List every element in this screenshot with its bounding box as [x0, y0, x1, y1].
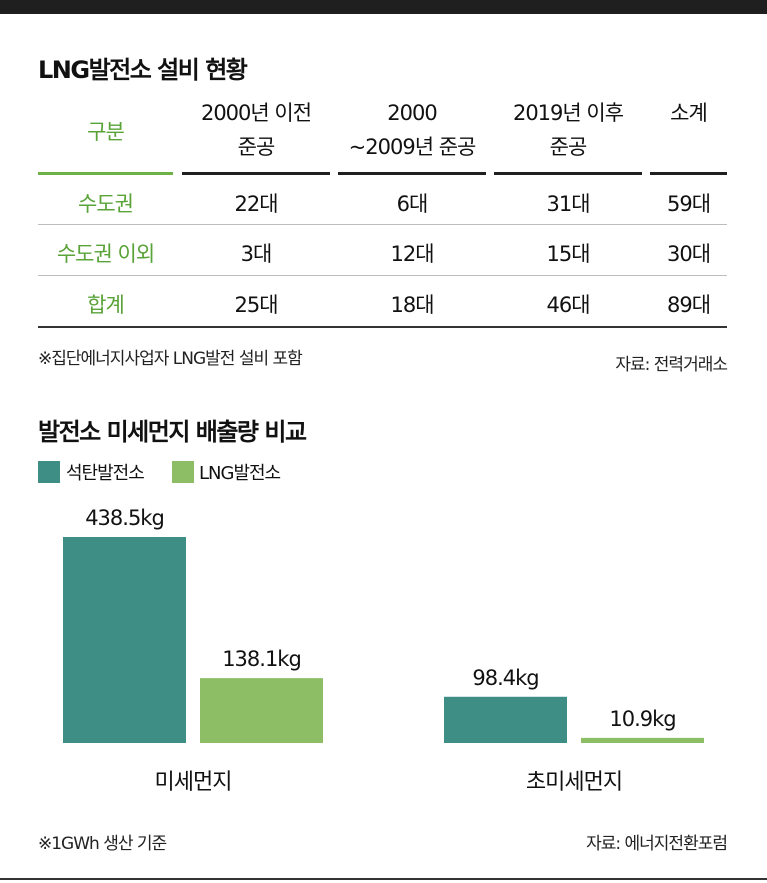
table-cell: 6대	[396, 192, 429, 216]
bar-lng-1	[581, 737, 704, 743]
table-cell: 3대	[240, 242, 273, 266]
legend-swatch-lng	[172, 461, 194, 483]
row-label: 수도권	[78, 192, 134, 216]
column-header-2: 2000 ~2009년 준공	[338, 96, 486, 164]
chart-source: 자료: 에너지전환포럼	[586, 834, 728, 854]
table-cell: 18대	[390, 293, 434, 317]
legend-label-lng: LNG발전소	[199, 463, 281, 484]
row-divider	[38, 275, 727, 276]
header-rule-4	[650, 172, 727, 175]
table-source: 자료: 전력거래소	[615, 355, 728, 375]
data-label-lng-0: 138.1kg	[222, 647, 301, 671]
category-label-1: 초미세먼지	[526, 770, 622, 795]
corner-label: 구분	[87, 120, 125, 144]
column-header-4-line1: 소계	[670, 101, 708, 125]
table-note: ※집단에너지사업자 LNG발전 설비 포함	[38, 349, 303, 369]
table-cell: 89대	[666, 293, 711, 317]
bottom-rule	[0, 878, 767, 880]
column-header-1-line2: 준공	[237, 135, 276, 159]
table-title: LNG발전소 설비 현황	[38, 56, 248, 84]
bar-lng-0	[200, 678, 323, 743]
bar-coal-0	[63, 537, 186, 743]
header-rule-3	[494, 172, 642, 175]
header-rule-1	[182, 172, 330, 175]
bar-coal-1	[444, 696, 567, 743]
data-label-coal-0: 438.5kg	[85, 506, 164, 530]
table-cell: 15대	[546, 242, 590, 266]
column-header-3-line1: 2019년 이후	[512, 101, 624, 125]
chart-title: 발전소 미세먼지 배출량 비교	[38, 418, 307, 446]
column-header-1-line1: 2000년 이전	[200, 101, 312, 125]
chart-note: ※1GWh 생산 기준	[38, 834, 167, 854]
column-header-3: 2019년 이후 준공	[494, 96, 642, 164]
column-header-3-line2: 준공	[549, 135, 588, 159]
legend-label-coal: 석탄발전소	[66, 463, 145, 484]
header-rule-green	[38, 172, 173, 175]
top-rule	[0, 0, 767, 14]
row-divider	[38, 224, 727, 225]
table-cell: 31대	[546, 192, 590, 216]
table-cell: 59대	[666, 192, 711, 216]
row-label: 수도권 이외	[56, 242, 155, 266]
table-cell: 22대	[234, 192, 278, 216]
category-label-0: 미세먼지	[155, 770, 232, 795]
column-header-2-line1: 2000	[387, 101, 437, 125]
table-bottom-rule	[38, 326, 727, 328]
header-rule-2	[338, 172, 486, 175]
legend-swatch-coal	[38, 461, 60, 483]
column-header-4: 소계	[650, 96, 727, 130]
table-cell: 25대	[234, 293, 278, 317]
table-cell: 12대	[390, 242, 434, 266]
table-cell: 46대	[546, 293, 590, 317]
data-label-lng-1: 10.9kg	[609, 707, 675, 731]
table-cell: 30대	[666, 242, 711, 266]
column-header-1: 2000년 이전 준공	[182, 96, 330, 164]
data-label-coal-1: 98.4kg	[472, 666, 538, 690]
row-label: 합계	[87, 293, 125, 317]
column-header-2-line2: ~2009년 준공	[348, 135, 477, 159]
